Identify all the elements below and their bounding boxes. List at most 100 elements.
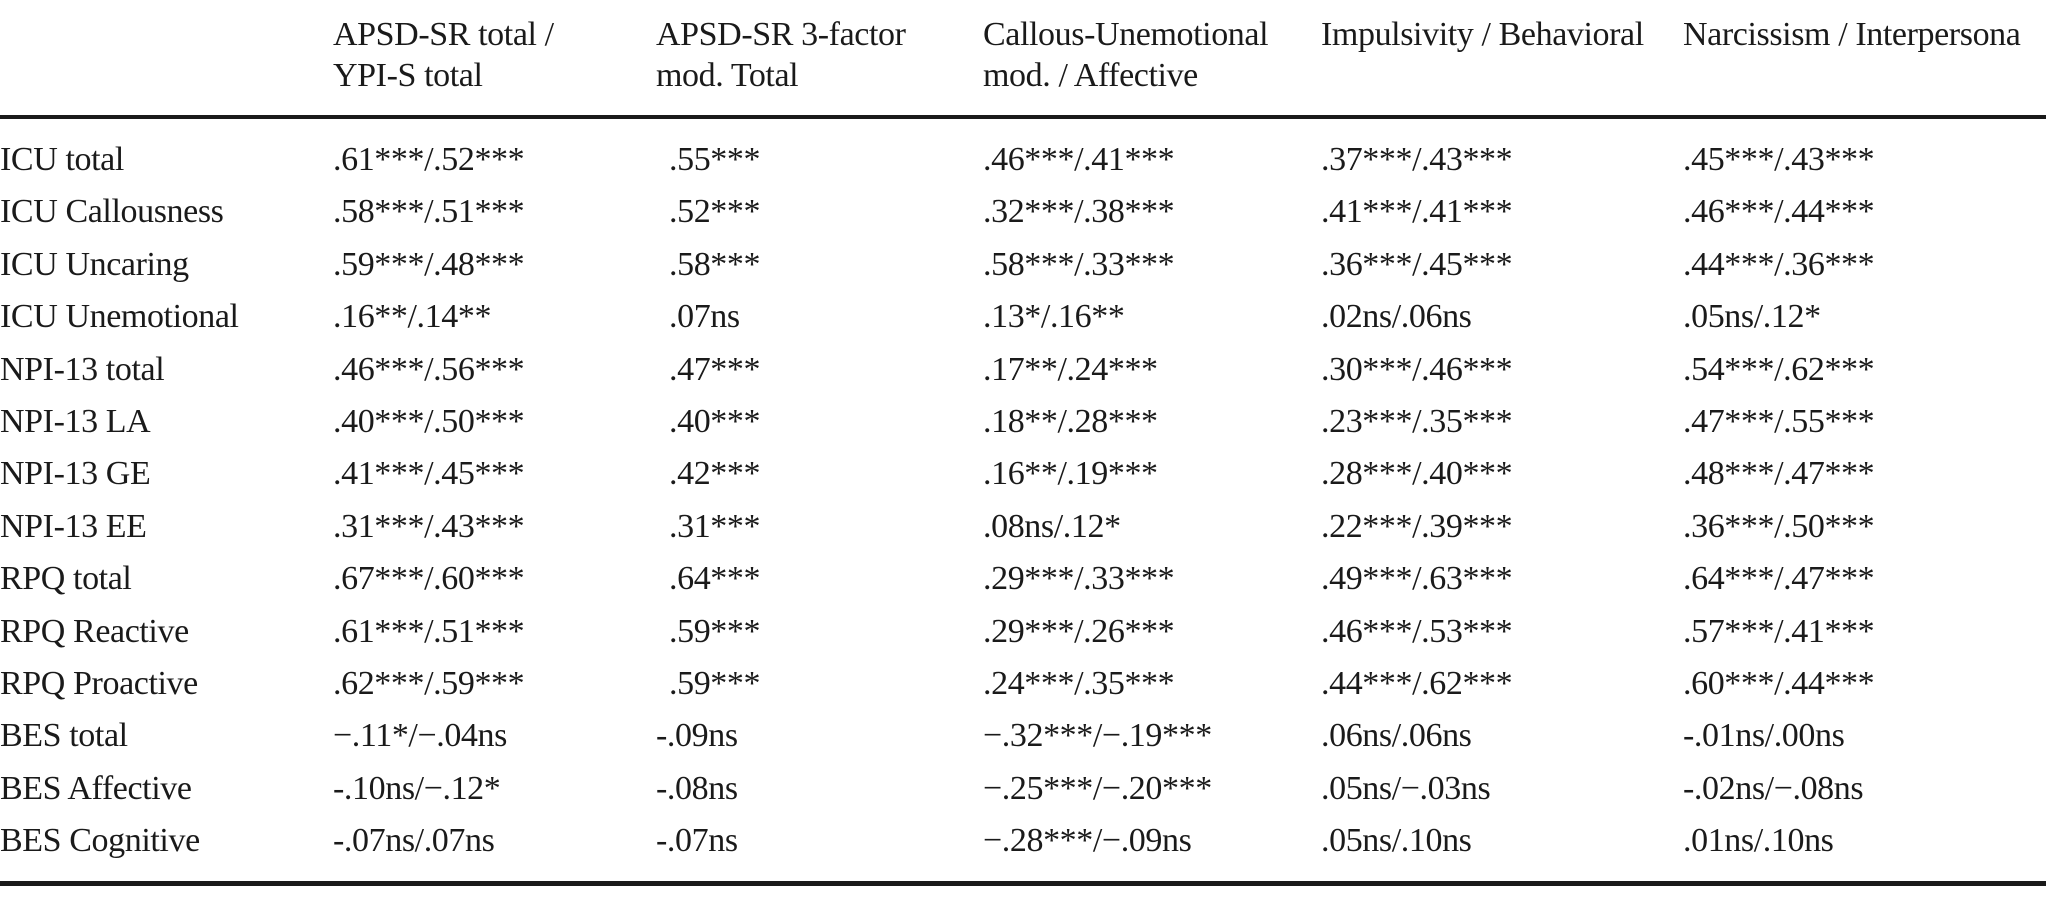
table-cell: .40***/.50*** [333, 402, 525, 440]
table-cell: .44***/.62*** [1321, 664, 1513, 702]
row-label: ICU Uncaring [0, 245, 189, 283]
table-cell: .64***/.47*** [1683, 560, 1875, 598]
table-cell: .13*/.16** [983, 298, 1125, 336]
table-cell: .31*** [669, 507, 761, 545]
column-header-apsd-3factor: APSD-SR 3-factor mod. Total [656, 16, 906, 94]
table-cell: .58*** [669, 245, 761, 283]
table-cell: −.28***/−.09ns [983, 822, 1192, 860]
row-label: ICU total [0, 141, 124, 178]
table-cell: −.32***/−.19*** [983, 717, 1212, 755]
table-cell: .57***/.41*** [1683, 612, 1875, 650]
table-cell: .31***/.43*** [333, 507, 525, 545]
table-cell: .17**/.24*** [983, 350, 1158, 388]
table-cell: .06ns/.06ns [1321, 717, 1472, 755]
table-cell: .05ns/−.03ns [1321, 769, 1491, 807]
table-cell: .40*** [669, 402, 761, 440]
row-label: ICU Unemotional [0, 298, 239, 336]
table-cell: .62***/.59*** [333, 664, 525, 702]
table-cell: .67***/.60*** [333, 560, 525, 598]
table-cell: .32***/.38*** [983, 193, 1175, 231]
table-cell: .24***/.35*** [983, 664, 1175, 702]
table-cell: .23***/.35*** [1321, 402, 1513, 440]
table-row: RPQ Reactive .61***/.51*** .59*** .29***/.2… [0, 606, 2046, 658]
table-row: NPI-13 total .46***/.56*** .47*** .17**/.24… [0, 344, 2046, 396]
table-cell: .46***/.41*** [983, 141, 1175, 178]
column-header-callous-unemotional: Callous-Unemotional mod. / Affective [983, 16, 1269, 94]
table-row: BES Cognitive -.07ns/.07ns -.07ns −.28***/−… [0, 815, 2046, 867]
table-row: ICU Callousness .58***/.51*** .52*** .32***… [0, 186, 2046, 238]
row-label: BES Affective [0, 769, 192, 807]
table-cell: .47*** [669, 350, 761, 388]
table-row: ICU Uncaring .59***/.48*** .58*** .58***/.3… [0, 239, 2046, 291]
table-body: ICU total .61***/.52*** .55*** .46***/.41**… [0, 134, 2046, 867]
table-cell: .46***/.53*** [1321, 612, 1513, 650]
table-cell: −.11*/−.04ns [333, 717, 507, 755]
bottom-rule [0, 881, 2046, 886]
table-cell: .46***/.56*** [333, 350, 525, 388]
header-rule [0, 115, 2046, 119]
table-cell: .29***/.26*** [983, 612, 1175, 650]
column-header-impulsivity: Impulsivity / Behavioral [1321, 16, 1644, 53]
table-cell: .07ns [669, 298, 740, 336]
table-cell: .22***/.39*** [1321, 507, 1513, 545]
table-cell: -.01ns/.00ns [1683, 717, 1845, 755]
table-row: RPQ total .67***/.60*** .64*** .29***/.33**… [0, 553, 2046, 605]
table-row: NPI-13 LA .40***/.50*** .40*** .18**/.28***… [0, 396, 2046, 448]
table-cell: .41***/.41*** [1321, 193, 1513, 231]
table-cell: .36***/.45*** [1321, 245, 1513, 283]
table-cell: .28***/.40*** [1321, 455, 1513, 493]
table-cell: .41***/.45*** [333, 455, 525, 493]
row-label: NPI-13 total [0, 350, 165, 388]
table-cell: -.02ns/−.08ns [1683, 769, 1864, 807]
table-cell: .59***/.48*** [333, 245, 525, 283]
table-cell: .29***/.33*** [983, 560, 1175, 598]
table-cell: .08ns/.12* [983, 507, 1121, 545]
row-label: NPI-13 GE [0, 455, 151, 493]
row-label: NPI-13 LA [0, 402, 151, 440]
table-row: BES Affective -.10ns/−.12* -.08ns −.25***/−… [0, 763, 2046, 815]
table-cell: .61***/.51*** [333, 612, 525, 650]
table-cell: .55*** [669, 141, 761, 178]
table-cell: -.07ns/.07ns [333, 822, 495, 860]
table-cell: .36***/.50*** [1683, 507, 1875, 545]
column-header-apsd-ypi-total: APSD-SR total / YPI-S total [333, 16, 554, 94]
table-cell: .49***/.63*** [1321, 560, 1513, 598]
table-cell: .60***/.44*** [1683, 664, 1875, 702]
table-row: ICU total .61***/.52*** .55*** .46***/.41**… [0, 134, 2046, 186]
table-cell: .02ns/.06ns [1321, 298, 1472, 336]
table-cell: .16**/.14** [333, 298, 492, 336]
row-label: RPQ Reactive [0, 612, 189, 650]
row-label: NPI-13 EE [0, 507, 147, 545]
table-cell: .59*** [669, 612, 761, 650]
table-cell: .37***/.43*** [1321, 141, 1513, 178]
table-row: RPQ Proactive .62***/.59*** .59*** .24***/.… [0, 658, 2046, 710]
table-cell: -.08ns [656, 769, 738, 807]
row-label: BES Cognitive [0, 822, 200, 860]
table-cell: .59*** [669, 664, 761, 702]
table-cell: -.10ns/−.12* [333, 769, 501, 807]
table-cell: .05ns/.12* [1683, 298, 1821, 336]
table-cell: .46***/.44*** [1683, 193, 1875, 231]
table-cell: .05ns/.10ns [1321, 822, 1472, 860]
table-row: ICU Unemotional .16**/.14** .07ns .13*/.16*… [0, 291, 2046, 343]
table-row: NPI-13 EE .31***/.43*** .31*** .08ns/.12* .2… [0, 501, 2046, 553]
table-cell: .18**/.28*** [983, 402, 1158, 440]
table-cell: .47***/.55*** [1683, 402, 1875, 440]
table-header: APSD-SR total / YPI-S total APSD-SR 3-fa… [0, 14, 2046, 96]
table-cell: .44***/.36*** [1683, 245, 1875, 283]
table-row: BES total −.11*/−.04ns -.09ns −.32***/−.19*… [0, 710, 2046, 762]
table-cell: -.09ns [656, 717, 738, 755]
table-row: NPI-13 GE .41***/.45*** .42*** .16**/.19***… [0, 448, 2046, 500]
row-label: RPQ total [0, 560, 132, 598]
table-cell: .42*** [669, 455, 761, 493]
row-label: ICU Callousness [0, 193, 224, 231]
table-cell: .01ns/.10ns [1683, 822, 1834, 860]
table-cell: .54***/.62*** [1683, 350, 1875, 388]
table-cell: .16**/.19*** [983, 455, 1158, 493]
row-label: BES total [0, 717, 128, 755]
table-cell: −.25***/−.20*** [983, 769, 1212, 807]
row-label: RPQ Proactive [0, 664, 198, 702]
table-cell: -.07ns [656, 822, 738, 860]
table-cell: .52*** [669, 193, 761, 231]
table-cell: .58***/.33*** [983, 245, 1175, 283]
